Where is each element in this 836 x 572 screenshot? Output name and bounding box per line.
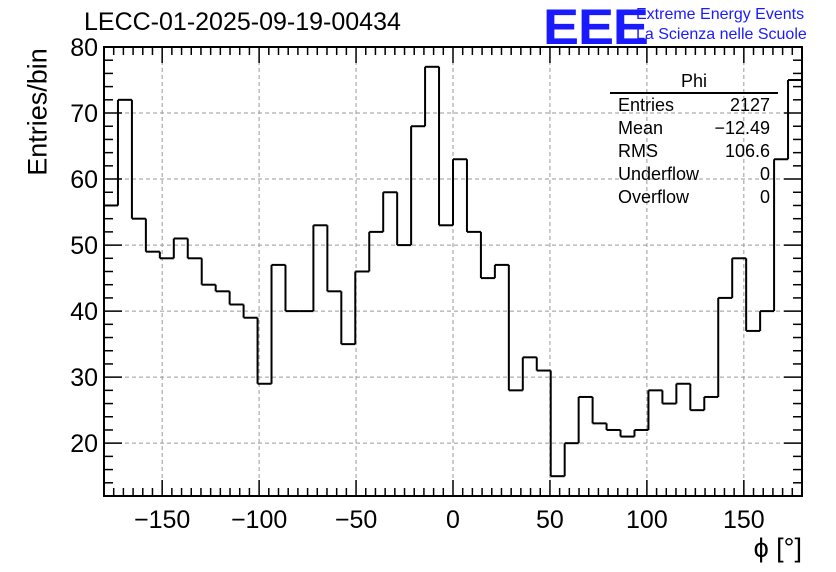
y-axis-label: Entries/bin (22, 48, 53, 176)
eee-logo: EEE (543, 0, 649, 55)
y-tick-label: 80 (70, 34, 98, 62)
stats-row-underflow: Underflow 0 (610, 163, 778, 186)
x-tick-label: 50 (536, 506, 564, 534)
stats-row-mean: Mean −12.49 (610, 117, 778, 140)
stats-value: 2127 (729, 95, 770, 115)
chart-title: LECC-01-2025-09-19-00434 (84, 8, 401, 36)
stats-row-entries: Entries 2127 (610, 94, 778, 117)
x-tick-label: −50 (335, 506, 377, 534)
stats-box: Phi Entries 2127 Mean −12.49 RMS 106.6 U… (610, 70, 778, 209)
logo-line-2: La Scienza nelle Scuole (636, 26, 807, 43)
y-tick-label: 70 (70, 100, 98, 128)
y-tick-label: 20 (70, 430, 98, 458)
stats-label: Underflow (618, 164, 700, 184)
stats-label: Mean (618, 118, 664, 138)
stats-label: RMS (618, 141, 658, 161)
x-tick-label: 0 (446, 506, 460, 534)
stats-title: Phi (610, 70, 778, 94)
tick-labels: −150 −100 −50 0 50 100 150 20 30 40 50 60 70 80 (70, 34, 765, 534)
x-tick-label: −150 (134, 506, 190, 534)
stats-label: Entries (618, 95, 675, 115)
stats-row-rms: RMS 106.6 (610, 140, 778, 163)
stats-value: 0 (759, 187, 770, 207)
x-axis-label: ϕ [°] (753, 533, 802, 563)
stats-value: 0 (759, 164, 770, 184)
y-tick-label: 50 (70, 232, 98, 260)
stats-row-overflow: Overflow 0 (610, 186, 778, 209)
y-tick-label: 40 (70, 298, 98, 326)
x-tick-label: 150 (723, 506, 765, 534)
y-tick-label: 60 (70, 166, 98, 194)
x-tick-label: −100 (231, 506, 287, 534)
stats-value: −12.49 (714, 118, 770, 138)
x-tick-label: 100 (626, 506, 668, 534)
y-tick-label: 30 (70, 364, 98, 392)
logo-line-1: Extreme Energy Events (636, 6, 805, 23)
histogram-series (104, 65, 802, 478)
stats-label: Overflow (618, 187, 690, 207)
axis-ticks (104, 46, 803, 496)
stats-value: 106.6 (724, 141, 770, 161)
